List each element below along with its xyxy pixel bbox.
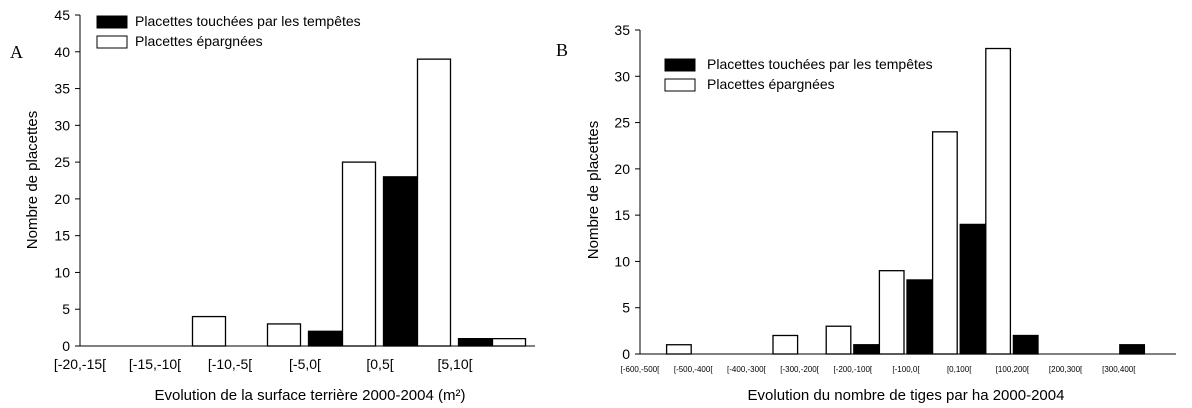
y-tick-label: 0 <box>622 346 630 362</box>
x-tick-label: [-10,-5[ <box>208 356 252 372</box>
bar-storm <box>853 344 880 355</box>
y-tick-label: 35 <box>614 22 630 38</box>
y-tick-label: 30 <box>614 68 630 84</box>
bar-spared <box>191 315 227 347</box>
legend-label-storm-b: Placettes touchées par les tempêtes <box>707 56 933 72</box>
y-tick-label: 30 <box>54 117 70 133</box>
x-tick-label: [5,10[ <box>437 356 472 372</box>
bar-spared <box>416 58 452 347</box>
bars-a <box>191 58 527 347</box>
legend-swatch-spared-b <box>664 78 696 92</box>
x-tick-label: [0,100[ <box>947 365 972 374</box>
legend-swatch-storm-b <box>664 58 696 72</box>
bar-spared <box>665 344 692 355</box>
bar-spared <box>341 161 377 347</box>
panel-label-b: B <box>556 40 568 60</box>
bar-spared <box>491 337 527 347</box>
legend-label-storm-a: Placettes touchées par les tempêtes <box>135 13 361 29</box>
x-tick-label: [100,200[ <box>996 365 1030 374</box>
x-axis-title-a: Evolution de la surface terrière 2000-20… <box>155 387 466 404</box>
y-tick-label: 0 <box>62 338 70 354</box>
y-tick-label: 20 <box>614 161 630 177</box>
y-axis-title-a: Nombre de placettes <box>24 111 41 249</box>
legend-swatch-storm-a <box>96 15 128 29</box>
y-tick-label: 45 <box>54 7 70 23</box>
y-tick-label: 15 <box>54 228 70 244</box>
x-tick-label: [-20,-15[ <box>54 356 106 372</box>
x-tick-label: [-15,-10[ <box>129 356 181 372</box>
legend-swatch-spared-a <box>96 35 128 49</box>
bar-spared <box>266 323 302 347</box>
x-tick-label: [-5,0[ <box>289 356 321 372</box>
bar-storm <box>959 223 986 355</box>
x-tick-label: [-300,-200[ <box>780 365 819 374</box>
panel-label-a: A <box>10 42 23 62</box>
y-axis-b: 0 5 10 15 20 25 30 35 <box>614 22 640 362</box>
y-tick-label: 5 <box>62 301 70 317</box>
bars-b <box>665 47 1146 355</box>
y-axis-title-b: Nombre de placettes <box>585 121 602 259</box>
legend-a: Placettes touchées par les tempêtes Plac… <box>96 13 361 49</box>
x-tick-label: [200,300[ <box>1049 365 1083 374</box>
x-tick-label: [-600,-500[ <box>621 365 660 374</box>
x-axis-b: [-600,-500[ [-500,-400[ [-400,-300[ [-300,-… <box>621 365 1137 374</box>
bar-spared <box>772 334 799 355</box>
x-tick-label: [300,400[ <box>1102 365 1136 374</box>
y-tick-label: 25 <box>614 115 630 131</box>
bar-storm <box>382 176 418 347</box>
y-axis-a: 0 5 10 15 20 25 30 35 40 45 <box>54 7 80 354</box>
y-tick-label: 40 <box>54 44 70 60</box>
y-tick-label: 25 <box>54 154 70 170</box>
bar-storm <box>1119 344 1146 355</box>
legend-label-spared-b: Placettes épargnées <box>707 76 835 92</box>
x-tick-label: [-100,0[ <box>892 365 920 374</box>
bar-spared <box>825 325 852 355</box>
y-tick-label: 15 <box>614 207 630 223</box>
y-tick-label: 5 <box>622 300 630 316</box>
y-tick-label: 10 <box>614 253 630 269</box>
bar-storm <box>457 337 493 347</box>
bar-storm <box>906 279 933 355</box>
x-tick-label: [-500,-400[ <box>674 365 713 374</box>
bar-spared <box>878 270 905 355</box>
bar-storm <box>1012 334 1039 355</box>
y-tick-label: 20 <box>54 191 70 207</box>
x-tick-label: [-200,-100[ <box>833 365 872 374</box>
x-tick-label: [0,5[ <box>366 356 393 372</box>
x-axis-a: [-20,-15[ [-15,-10[ [-10,-5[ [-5,0[ [0,5[ [5,… <box>54 356 473 372</box>
y-tick-label: 10 <box>54 264 70 280</box>
x-axis-title-b: Evolution du nombre de tiges par ha 2000… <box>748 387 1065 404</box>
x-tick-label: [-400,-300[ <box>727 365 766 374</box>
legend-b: Placettes touchées par les tempêtes Plac… <box>664 56 933 92</box>
bar-storm <box>307 330 343 347</box>
y-tick-label: 35 <box>54 81 70 97</box>
legend-label-spared-a: Placettes épargnées <box>135 33 263 49</box>
bar-spared <box>931 131 958 355</box>
bar-spared <box>985 47 1012 355</box>
